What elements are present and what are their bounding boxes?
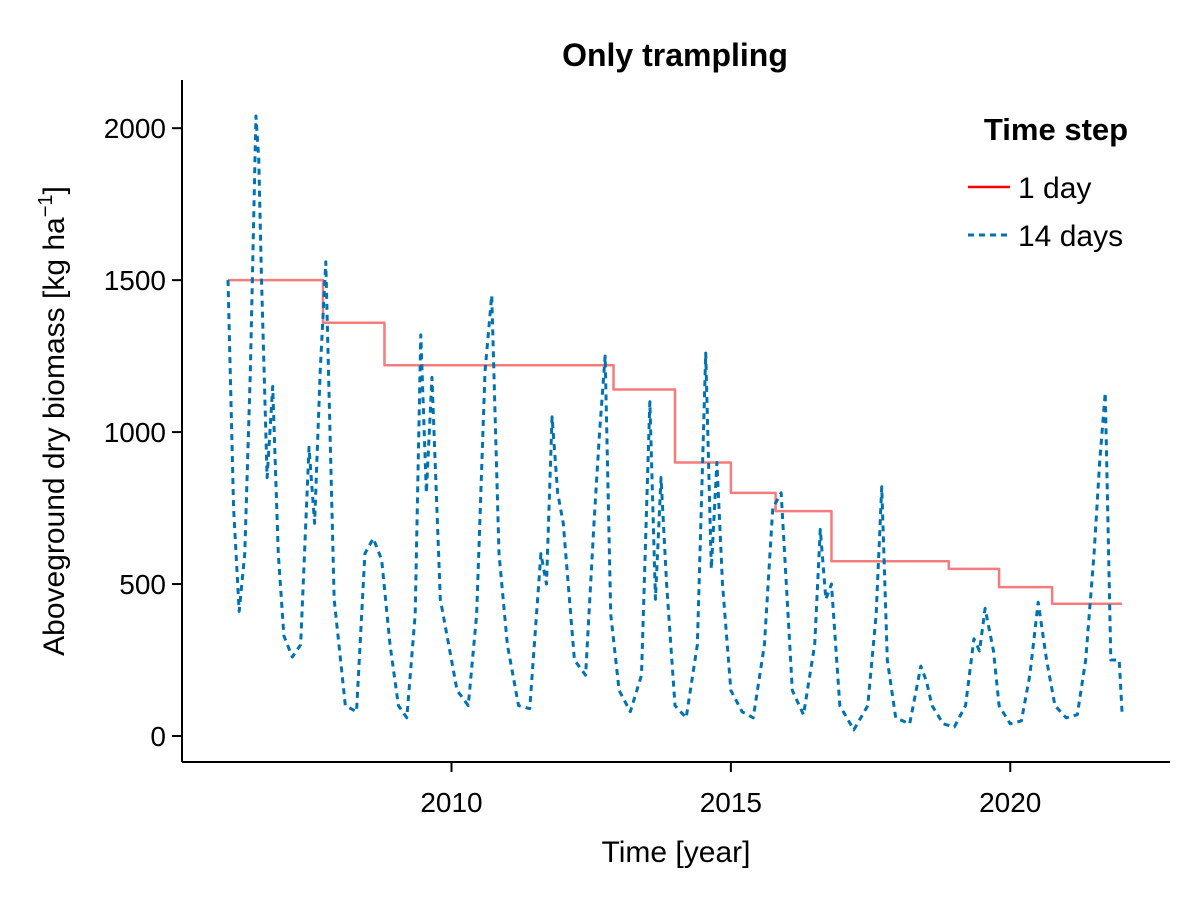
x-tick-label: 2010 <box>420 787 482 818</box>
legend-label-14-days: 14 days <box>1018 220 1123 253</box>
series-line-14-days <box>226 114 1124 732</box>
legend: Time step 1 day 14 days <box>968 112 1128 253</box>
x-ticks: 2010 2015 2020 <box>420 762 1041 818</box>
y-axis-label: Aboveground dry biomass [kg ha−1] <box>35 186 71 656</box>
y-axis-label-main: Aboveground dry biomass [kg ha <box>38 217 71 656</box>
y-axis-label-superscript: −1 <box>35 194 57 217</box>
x-tick-label: 2020 <box>979 787 1041 818</box>
series-line-1-day <box>228 278 1122 606</box>
y-tick-label: 1500 <box>104 265 166 296</box>
y-ticks: 0 500 1000 1500 2000 <box>104 113 182 752</box>
legend-label-1-day: 1 day <box>1018 172 1091 205</box>
y-axis-label-end: ] <box>38 186 71 194</box>
legend-title: Time step <box>984 112 1128 147</box>
x-axis-label: Time [year] <box>602 836 751 869</box>
chart-title: Only trampling <box>562 37 788 73</box>
x-tick-label: 2015 <box>700 787 762 818</box>
y-tick-label: 500 <box>119 569 166 600</box>
series-layer <box>226 114 1124 732</box>
y-tick-label: 2000 <box>104 113 166 144</box>
y-tick-label: 1000 <box>104 417 166 448</box>
y-tick-label: 0 <box>150 721 166 752</box>
